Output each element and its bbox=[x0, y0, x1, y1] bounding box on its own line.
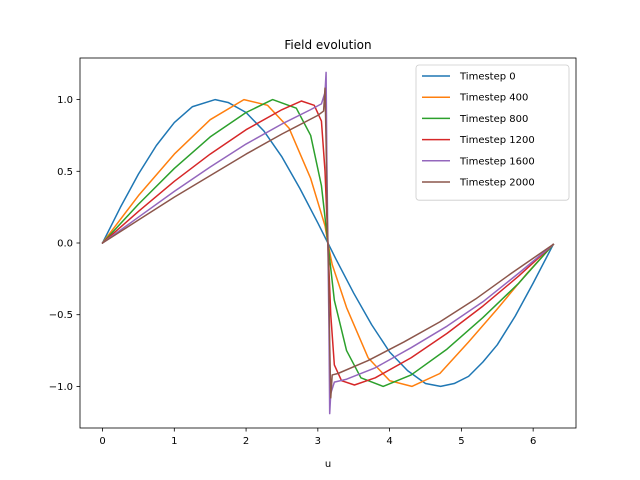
x-tick-label: 5 bbox=[458, 436, 464, 447]
x-tick-label: 2 bbox=[243, 436, 249, 447]
legend-label-4: Timestep 1600 bbox=[459, 156, 535, 167]
x-tick-label: 1 bbox=[171, 436, 177, 447]
series-line-0 bbox=[101, 98, 555, 388]
series-line-5 bbox=[101, 87, 555, 399]
x-axis-ticks: 0 1 2 3 4 5 6 bbox=[99, 428, 536, 447]
x-tick-label: 4 bbox=[386, 436, 392, 447]
y-tick-label: −1.0 bbox=[49, 382, 73, 393]
legend-label-3: Timestep 1200 bbox=[459, 135, 535, 146]
legend-label-5: Timestep 2000 bbox=[459, 178, 535, 189]
series-line-1 bbox=[101, 98, 555, 388]
legend-label-2: Timestep 800 bbox=[459, 114, 528, 125]
y-tick-label: −0.5 bbox=[49, 310, 73, 321]
x-axis-label: u bbox=[325, 459, 331, 470]
y-axis-ticks: −1.0 −0.5 0.0 0.5 1.0 bbox=[49, 95, 80, 393]
legend: Timestep 0 Timestep 400 Timestep 800 Timest… bbox=[415, 64, 570, 201]
y-tick-label: 0.0 bbox=[57, 239, 73, 250]
x-tick-label: 0 bbox=[99, 436, 105, 447]
series-layer bbox=[101, 71, 555, 415]
y-tick-label: 1.0 bbox=[57, 95, 73, 106]
y-tick-label: 0.5 bbox=[57, 167, 73, 178]
legend-box bbox=[415, 64, 570, 201]
legend-label-1: Timestep 400 bbox=[459, 93, 528, 104]
chart-title: Field evolution bbox=[284, 38, 371, 52]
x-tick-label: 3 bbox=[315, 436, 321, 447]
legend-label-0: Timestep 0 bbox=[459, 72, 516, 83]
x-tick-label: 6 bbox=[530, 436, 536, 447]
